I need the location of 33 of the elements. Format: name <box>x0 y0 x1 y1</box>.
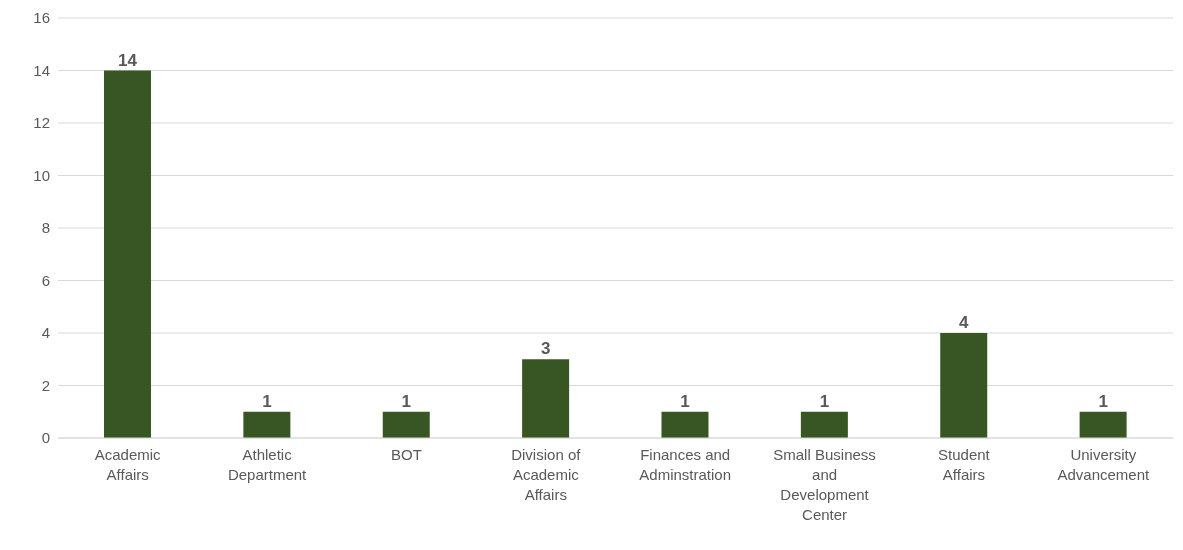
data-label: 1 <box>262 391 272 411</box>
x-tick-label: Division of Academic Affairs <box>511 446 582 503</box>
data-label: 1 <box>680 391 690 411</box>
y-tick-label: 8 <box>41 219 50 237</box>
x-tick-label: University Advancement <box>1057 446 1150 483</box>
y-tick-label: 14 <box>33 61 50 79</box>
bar <box>800 411 848 438</box>
bar <box>243 411 291 438</box>
y-tick-label: 12 <box>33 114 50 132</box>
x-tick-label: Finances and Adminstration <box>639 446 732 483</box>
data-label: 1 <box>401 391 411 411</box>
x-tick-label: BOT <box>391 446 422 463</box>
y-tick-label: 4 <box>41 324 50 342</box>
bar <box>940 333 988 438</box>
data-label: 1 <box>819 391 830 411</box>
data-label: 1 <box>1098 391 1108 411</box>
y-tick-label: 10 <box>33 166 50 184</box>
y-tick-label: 0 <box>41 429 50 447</box>
x-tick-label: Athletic Department <box>227 446 308 483</box>
data-label: 4 <box>959 313 970 332</box>
y-tick-label: 16 <box>33 9 50 27</box>
bar <box>103 70 151 438</box>
bar <box>382 411 430 438</box>
y-tick-label: 2 <box>41 376 50 394</box>
x-tick-label: Small Business and Development Center <box>773 446 876 523</box>
bar <box>522 359 570 438</box>
bar <box>661 411 709 438</box>
x-tick-label: Student Affairs <box>938 446 991 483</box>
y-tick-label: 6 <box>41 271 50 289</box>
bar <box>1079 411 1127 438</box>
data-label: 14 <box>118 50 138 70</box>
x-tick-label: Academic Affairs <box>94 446 162 483</box>
data-label: 3 <box>540 339 551 359</box>
